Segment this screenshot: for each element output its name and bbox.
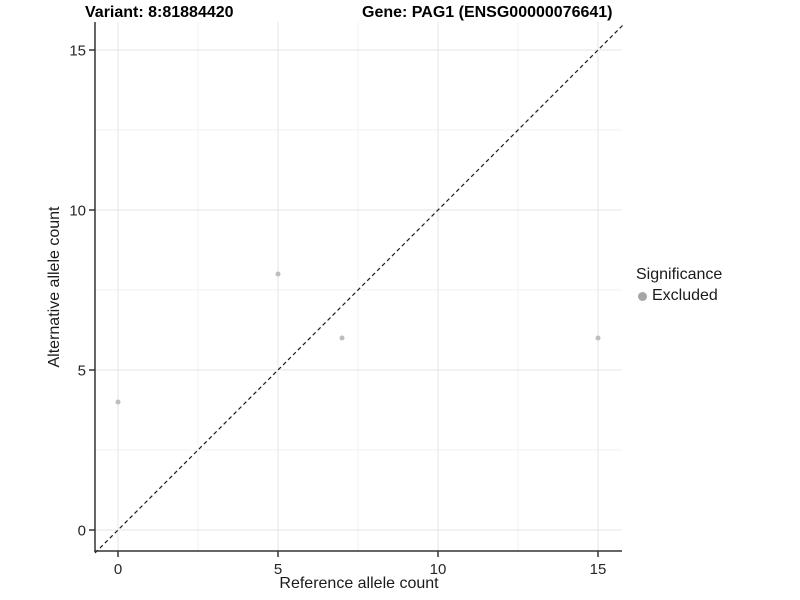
data-point bbox=[115, 399, 121, 405]
x-tick-label: 5 bbox=[274, 561, 282, 578]
y-axis-title: Alternative allele count bbox=[46, 206, 63, 368]
data-point bbox=[595, 335, 601, 341]
x-tick-label: 15 bbox=[590, 561, 607, 578]
x-tick-label: 10 bbox=[430, 561, 447, 578]
x-axis-title: Reference allele count bbox=[279, 575, 439, 592]
data-point bbox=[339, 335, 345, 341]
plot-title-variant: Variant: 8:81884420 bbox=[85, 4, 234, 21]
y-tick-label: 15 bbox=[69, 43, 86, 60]
plot-title-gene: Gene: PAG1 (ENSG00000076641) bbox=[362, 4, 613, 21]
y-tick-label: 0 bbox=[78, 523, 86, 540]
legend: Significance Excluded bbox=[636, 266, 722, 305]
identity-reference-line bbox=[94, 24, 624, 554]
legend-item-excluded: Excluded bbox=[636, 287, 722, 305]
data-point bbox=[275, 271, 281, 277]
y-tick-label: 10 bbox=[69, 203, 86, 220]
x-tick-label: 0 bbox=[114, 561, 122, 578]
legend-point-icon bbox=[638, 291, 647, 301]
y-tick-label: 5 bbox=[78, 363, 86, 380]
legend-item-label: Excluded bbox=[652, 287, 718, 304]
legend-title: Significance bbox=[636, 266, 723, 283]
